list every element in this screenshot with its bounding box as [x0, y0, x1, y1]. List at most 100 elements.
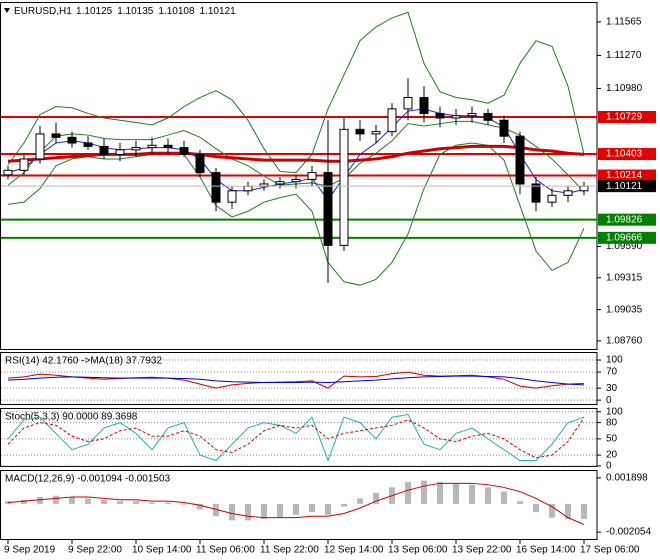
candle-body — [435, 112, 445, 119]
level-label: 1.09826 — [606, 214, 643, 225]
candle-body — [99, 145, 109, 155]
histogram-bar — [325, 503, 331, 515]
y-tick-label: 70 — [606, 367, 618, 378]
candle-body — [243, 185, 253, 192]
candle-body — [291, 178, 301, 183]
candle-body — [451, 115, 461, 119]
candle-body — [467, 112, 477, 117]
level-tag — [598, 213, 656, 226]
candle-body — [499, 119, 509, 137]
candle-body — [115, 149, 125, 155]
histogram-bar — [437, 481, 443, 504]
histogram-bar — [101, 499, 107, 504]
header-value: 1.10108 — [158, 6, 195, 17]
histogram-bar — [197, 503, 203, 510]
symbol: EURUSD,H1 — [14, 6, 72, 17]
candle-body — [195, 153, 205, 174]
candle-body — [179, 147, 189, 155]
histogram-bar — [373, 492, 379, 504]
x-tick-label: 16 Sep 14:00 — [516, 545, 576, 556]
candle-body — [403, 97, 413, 110]
candle-body — [307, 172, 317, 180]
y-tick-label: 100 — [606, 406, 623, 417]
candle-body — [371, 131, 381, 135]
indicator-line — [7, 417, 585, 459]
y-tick-label: 0.001898 — [606, 472, 648, 483]
x-tick-label: 13 Sep 22:00 — [452, 545, 512, 556]
last-price-tag — [598, 180, 656, 193]
y-tick-label: 1.11565 — [606, 17, 642, 28]
histogram-bar — [261, 503, 267, 519]
histogram-bar — [165, 502, 171, 504]
candle-body — [339, 128, 349, 246]
histogram-bar — [181, 503, 187, 505]
indicator-title: RSI(14) 42.1760 ->MA(18) 37.7932 — [5, 356, 162, 367]
histogram-bar — [501, 491, 507, 504]
x-tick-label: 12 Sep 14:00 — [324, 545, 384, 556]
header-value: 1.10125 — [76, 6, 113, 17]
x-tick-label: 10 Sep 14:00 — [132, 545, 192, 556]
x-tick-label: 17 Sep 06:00 — [580, 545, 640, 556]
panel-frame — [0, 408, 598, 467]
histogram-bar — [469, 484, 475, 504]
histogram-bar — [229, 503, 235, 521]
candle-body — [323, 172, 333, 246]
y-tick-label: 0 — [606, 461, 612, 472]
level-tag — [598, 110, 656, 123]
histogram-bar — [277, 503, 283, 518]
y-tick-label: 1.09035 — [606, 304, 643, 315]
level-label: 1.10214 — [606, 170, 643, 181]
level-label: 1.09666 — [606, 233, 643, 244]
level-label: 1.10729 — [606, 112, 643, 123]
candle-body — [67, 136, 77, 144]
histogram-bar — [117, 501, 123, 504]
y-tick-label: 100 — [606, 355, 623, 366]
candle-body — [275, 181, 285, 185]
histogram-bar — [549, 503, 555, 518]
indicator-line — [7, 375, 585, 386]
candle-body — [515, 135, 525, 185]
candle-body — [531, 183, 541, 203]
candle-body — [387, 108, 397, 133]
x-tick-label: 11 Sep 22:00 — [260, 545, 319, 556]
candle-body — [227, 190, 237, 203]
candle-body — [83, 142, 93, 147]
histogram-bar — [85, 498, 91, 504]
x-tick-label: 13 Sep 06:00 — [388, 545, 448, 556]
histogram-bar — [21, 499, 27, 504]
histogram-bar — [293, 503, 299, 515]
indicator-line — [7, 11, 585, 174]
histogram-bar — [53, 495, 59, 504]
candle-body — [419, 97, 429, 114]
candle-body — [19, 158, 29, 171]
candle-body — [563, 190, 573, 196]
histogram-bar — [149, 502, 155, 504]
menu-arrow — [4, 8, 10, 13]
level-label: 1.10403 — [606, 149, 643, 160]
histogram-bar — [213, 503, 219, 517]
candle-body — [35, 133, 45, 160]
histogram-bar — [581, 503, 587, 519]
last-price-label: 1.10121 — [606, 181, 643, 192]
x-tick-label: 9 Sep 2019 — [4, 545, 56, 556]
candle-body — [147, 144, 157, 149]
candle-body — [51, 133, 61, 138]
level-tag — [598, 169, 656, 182]
candle-body — [211, 172, 221, 203]
y-tick-label: 1.11270 — [606, 50, 642, 61]
indicator-line — [7, 413, 585, 462]
panel-frame — [0, 470, 598, 540]
histogram-bar — [517, 501, 523, 504]
header-value: 1.10121 — [200, 6, 237, 17]
candle-body — [3, 169, 13, 176]
histogram-bar — [565, 503, 571, 519]
histogram-bar — [533, 503, 539, 513]
histogram-bar — [133, 501, 139, 504]
level-tag — [598, 231, 656, 244]
header: EURUSD,H1 1.10125 1.10135 1.10108 1.10121 — [14, 6, 236, 17]
panel-frame — [0, 352, 598, 405]
histogram-bar — [405, 481, 411, 504]
histogram-bar — [453, 483, 459, 504]
x-tick-label: 9 Sep 22:00 — [68, 545, 122, 556]
